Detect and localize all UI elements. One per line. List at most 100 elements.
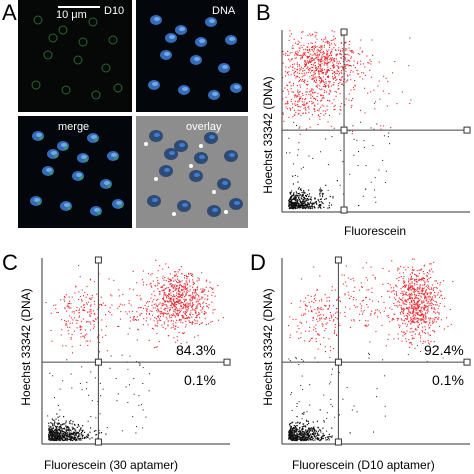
event-point — [358, 151, 360, 153]
event-point — [307, 80, 309, 82]
gate-handle[interactable] — [334, 256, 342, 264]
event-point — [283, 53, 285, 55]
event-point — [309, 384, 311, 386]
event-point — [153, 303, 155, 305]
gate-handle[interactable] — [94, 256, 102, 264]
gate-handle[interactable] — [340, 126, 348, 134]
event-point — [423, 340, 425, 342]
quadrant-pct-lower-right-c: 0.1% — [184, 372, 216, 388]
gate-handle[interactable] — [340, 206, 348, 214]
event-point — [325, 57, 327, 59]
event-point — [403, 290, 405, 292]
gate-handle[interactable] — [463, 126, 471, 134]
event-point — [311, 207, 314, 209]
event-point — [62, 437, 64, 439]
event-point — [412, 310, 414, 312]
event-point — [174, 325, 177, 328]
event-point — [170, 284, 172, 287]
event-point — [424, 264, 426, 266]
event-point — [293, 429, 295, 431]
event-point — [337, 63, 340, 65]
event-point — [312, 206, 314, 208]
event-point — [300, 114, 302, 116]
event-point — [57, 429, 60, 431]
gate-handle[interactable] — [94, 358, 102, 366]
event-point — [444, 305, 446, 307]
event-point — [423, 321, 425, 323]
event-point — [178, 319, 180, 322]
event-point — [293, 94, 295, 96]
event-point — [80, 299, 83, 301]
event-point — [56, 431, 58, 433]
event-point — [313, 102, 315, 104]
event-point — [317, 315, 319, 317]
event-point — [83, 431, 86, 433]
event-point — [341, 73, 343, 75]
event-point — [308, 430, 310, 432]
event-point — [50, 426, 52, 428]
event-point — [55, 436, 57, 438]
event-point — [178, 268, 180, 271]
event-point — [288, 423, 291, 425]
event-point — [137, 329, 140, 331]
event-point — [190, 273, 192, 275]
gate-handle[interactable] — [334, 438, 342, 446]
event-point — [285, 106, 287, 108]
gate-handle[interactable] — [334, 358, 342, 366]
event-point — [290, 101, 292, 103]
event-point — [297, 175, 299, 177]
event-point — [339, 66, 341, 68]
event-point — [296, 437, 299, 439]
event-point — [306, 423, 308, 426]
event-point — [316, 69, 318, 71]
event-point — [173, 280, 175, 282]
event-point — [139, 295, 141, 297]
event-point — [77, 435, 80, 438]
event-point — [302, 433, 304, 435]
event-point — [322, 95, 324, 97]
event-point — [303, 75, 305, 77]
event-point — [126, 313, 128, 315]
event-point — [304, 439, 306, 441]
event-point — [401, 91, 403, 93]
gate-handle[interactable] — [223, 358, 231, 366]
gate-handle[interactable] — [94, 438, 102, 446]
event-point — [392, 318, 394, 320]
event-point — [327, 207, 329, 209]
event-point — [293, 71, 295, 73]
event-point — [320, 308, 322, 310]
event-point — [56, 434, 58, 436]
event-point — [431, 297, 433, 299]
event-point — [353, 64, 355, 66]
event-point — [319, 429, 322, 431]
event-point — [324, 89, 326, 92]
event-point — [427, 284, 429, 286]
event-point — [328, 62, 330, 64]
event-point — [72, 431, 75, 433]
event-point — [333, 106, 335, 108]
event-point — [83, 304, 85, 306]
event-point — [412, 269, 414, 271]
event-point — [437, 292, 439, 294]
event-point — [346, 74, 349, 76]
gate-handle[interactable] — [463, 358, 471, 366]
event-point — [314, 439, 316, 441]
event-point — [160, 319, 162, 321]
event-point — [315, 41, 317, 43]
event-point — [315, 98, 317, 100]
event-point — [67, 302, 69, 305]
event-point — [419, 315, 421, 317]
gate-handle[interactable] — [340, 28, 348, 36]
event-point — [288, 67, 290, 69]
event-point — [414, 306, 416, 309]
event-point — [171, 302, 173, 304]
event-point — [133, 378, 135, 380]
event-point — [402, 285, 405, 288]
event-point — [331, 58, 333, 60]
cell-mark — [48, 33, 58, 43]
event-point — [329, 68, 332, 70]
event-point — [292, 91, 295, 93]
event-point — [365, 277, 367, 279]
event-point — [309, 50, 311, 52]
event-point — [424, 312, 426, 314]
